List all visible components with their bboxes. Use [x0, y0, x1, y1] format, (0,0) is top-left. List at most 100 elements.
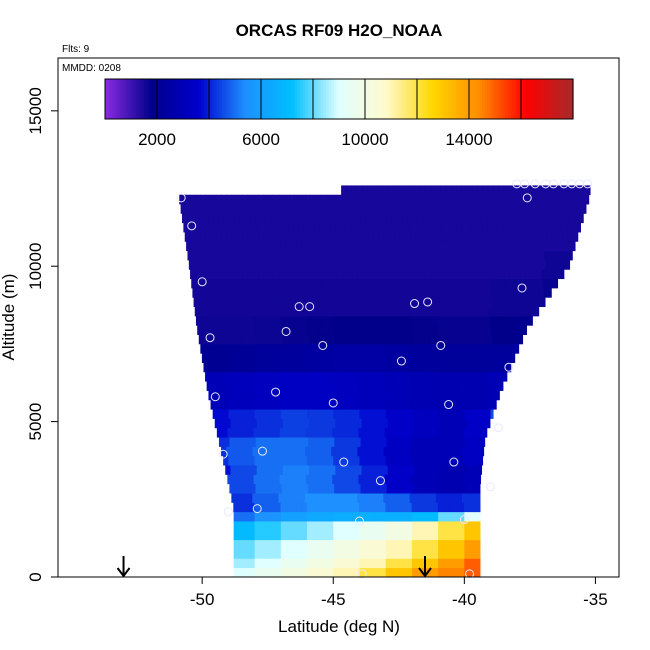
heatmap-cell [249, 530, 256, 541]
heatmap-cell [410, 232, 416, 242]
heatmap-cell [432, 521, 439, 531]
heatmap-cell [205, 371, 211, 382]
heatmap-cell [285, 204, 292, 214]
heatmap-cell [483, 399, 489, 410]
heatmap-cell [275, 558, 282, 569]
heatmap-cell [277, 260, 284, 270]
heatmap-cell [341, 399, 348, 410]
heatmap-cell [264, 204, 271, 214]
heatmap-cell [278, 399, 285, 410]
heatmap-cell [449, 483, 456, 494]
heatmap-cell [448, 530, 455, 541]
heatmap-cell [511, 241, 517, 252]
heatmap-cell [390, 511, 397, 522]
heatmap-cell [215, 306, 222, 317]
heatmap-cell [277, 297, 284, 308]
heatmap-cell [228, 409, 235, 419]
heatmap-cell [296, 539, 303, 550]
heatmap-cell [329, 250, 335, 261]
heatmap-cell [474, 278, 480, 289]
heatmap-cell [306, 278, 313, 289]
heatmap-cell [220, 260, 226, 270]
heatmap-cell [406, 409, 413, 419]
heatmap-cell [379, 204, 386, 214]
heatmap-cell [366, 362, 372, 373]
colorbar-tick-label: 10000 [341, 130, 388, 149]
heatmap-cell [312, 409, 318, 419]
heatmap-cell [526, 315, 532, 326]
heatmap-cell [332, 474, 338, 485]
heatmap-cell [294, 493, 300, 503]
heatmap-cell [430, 260, 436, 270]
heatmap-cell [216, 315, 223, 326]
heatmap-cell [487, 418, 491, 429]
heatmap-cell [320, 371, 327, 382]
heatmap-cell [351, 371, 358, 382]
heatmap-cell [323, 483, 330, 494]
heatmap-cell [374, 502, 381, 513]
heatmap-cell [210, 232, 217, 242]
heatmap-cell [233, 278, 239, 289]
heatmap-cell [534, 260, 541, 270]
heatmap-cell [336, 446, 343, 457]
colorbar-swatch [427, 79, 431, 119]
heatmap-cell [397, 362, 404, 373]
heatmap-cell [414, 306, 421, 317]
heatmap-cell [237, 232, 243, 242]
heatmap-cell [222, 353, 229, 363]
heatmap-cell [414, 371, 421, 382]
heatmap-cell [292, 390, 298, 401]
heatmap-cell [471, 260, 478, 270]
heatmap-cell [448, 409, 455, 419]
colorbar-swatch [391, 79, 395, 119]
heatmap-cell [322, 353, 329, 363]
heatmap-cell [343, 549, 350, 559]
heatmap-cell [293, 222, 300, 233]
sample-point [520, 179, 530, 189]
heatmap-cell [428, 483, 435, 494]
heatmap-cell [378, 493, 384, 503]
sample-point [328, 398, 338, 408]
heatmap-cell [253, 427, 260, 438]
heatmap-cell [322, 567, 329, 578]
heatmap-cell [328, 287, 335, 298]
heatmap-cell [335, 222, 342, 233]
heatmap-cell [482, 371, 489, 382]
heatmap-cell [353, 381, 360, 391]
heatmap-cell [524, 260, 531, 270]
heatmap-cell [242, 194, 248, 205]
heatmap-cell [519, 306, 526, 317]
heatmap-cell [388, 185, 394, 196]
sample-point [444, 400, 454, 410]
heatmap-cell [478, 343, 484, 354]
heatmap-cell [209, 260, 216, 270]
heatmap-cell [520, 194, 526, 205]
heatmap-cell [406, 549, 413, 559]
heatmap-cell [416, 502, 423, 513]
heatmap-cell [334, 437, 340, 447]
heatmap-cell [452, 343, 458, 354]
heatmap-cell [338, 567, 345, 578]
colorbar-swatch [378, 79, 382, 119]
heatmap-cell [409, 260, 415, 270]
heatmap-cell [449, 213, 456, 224]
heatmap-cell [431, 343, 437, 354]
heatmap-cell [505, 204, 512, 214]
heatmap-cell [377, 418, 383, 429]
heatmap-cell [229, 213, 235, 224]
heatmap-cell [238, 381, 244, 391]
heatmap-cell [460, 390, 466, 401]
heatmap-cell [357, 343, 364, 354]
heatmap-cell [550, 260, 557, 270]
heatmap-cell [260, 390, 267, 401]
heatmap-cell [483, 446, 485, 457]
heatmap-cell [327, 381, 333, 391]
heatmap-cell [424, 334, 430, 345]
heatmap-cell [477, 185, 484, 196]
heatmap-cell [353, 315, 359, 326]
heatmap-cell [358, 204, 365, 214]
heatmap-cell [297, 287, 303, 298]
heatmap-cell [184, 194, 191, 205]
heatmap-cell [367, 493, 374, 503]
heatmap-cell [239, 213, 246, 224]
